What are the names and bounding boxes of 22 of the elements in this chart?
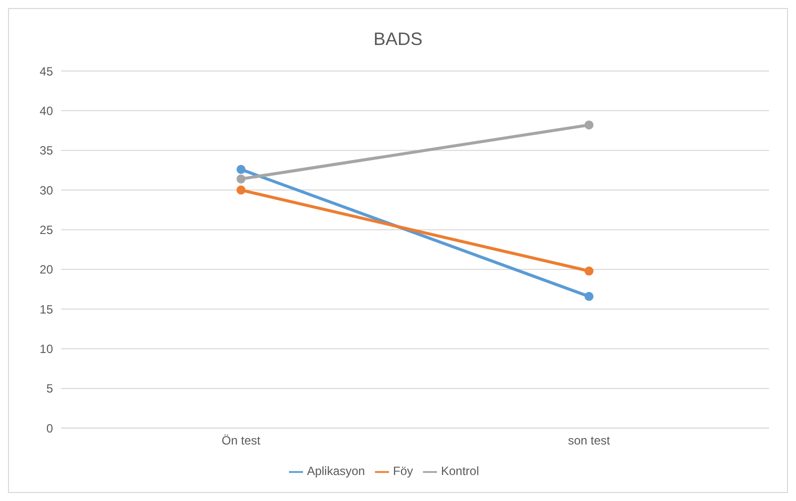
point	[236, 186, 246, 195]
x-tick-label: Ön test	[222, 434, 262, 448]
y-tick-label: 5	[46, 382, 54, 396]
x-tick-label: son test	[568, 434, 611, 448]
y-tick-label: 35	[40, 144, 54, 158]
y-tick-label: 10	[40, 342, 54, 356]
y-tick-label: 20	[40, 262, 54, 277]
legend-label: Kontrol	[441, 464, 480, 478]
y-tick-label: 0	[46, 421, 54, 436]
chart-title: BADS	[372, 28, 424, 51]
point	[584, 266, 594, 276]
y-tick-label: 30	[40, 183, 54, 198]
y-tick-label: 25	[40, 223, 54, 238]
y-tick-label: 40	[40, 104, 54, 118]
y-tick-label: 45	[40, 64, 54, 78]
point	[584, 292, 594, 301]
legend-label: Aplikasyon	[306, 464, 365, 478]
point	[236, 174, 246, 184]
point	[236, 164, 246, 174]
point	[584, 120, 594, 130]
y-tick-label: 15	[40, 302, 54, 316]
legend-label: Föy	[392, 464, 413, 478]
